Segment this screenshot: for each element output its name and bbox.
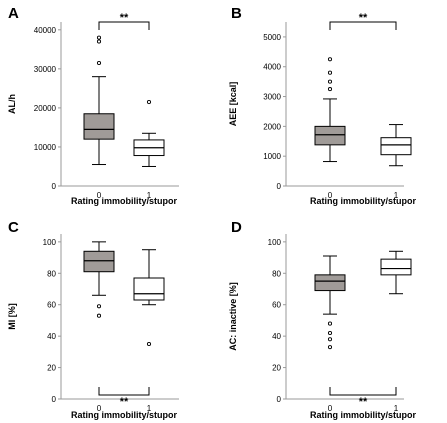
outlier-point bbox=[327, 57, 333, 62]
x-tick-label: 1 bbox=[394, 404, 399, 413]
significance-label: ** bbox=[359, 12, 368, 24]
outlier-point bbox=[96, 60, 102, 66]
y-axis-label: AL/h bbox=[7, 94, 17, 114]
box-group-1 bbox=[133, 99, 165, 167]
x-axis-label: Rating immobility/stupor bbox=[310, 196, 416, 206]
significance-label: ** bbox=[120, 396, 129, 408]
box-iqr bbox=[133, 277, 165, 301]
x-tick-label: 0 bbox=[97, 404, 102, 413]
y-tick-label: 0 bbox=[277, 182, 282, 191]
box-iqr bbox=[314, 125, 346, 146]
outlier-point bbox=[327, 321, 333, 326]
significance-label: ** bbox=[359, 396, 368, 408]
y-tick-label: 100 bbox=[268, 238, 282, 247]
significance-label: ** bbox=[120, 12, 129, 24]
panel-letter: B bbox=[231, 5, 242, 22]
x-axis-label: Rating immobility/stupor bbox=[310, 410, 416, 420]
panel-letter: D bbox=[231, 219, 242, 236]
y-tick-label: 80 bbox=[272, 269, 281, 278]
outlier-point bbox=[146, 99, 152, 105]
x-tick-label: 0 bbox=[328, 191, 333, 200]
significance-bracket bbox=[98, 21, 150, 30]
box-iqr bbox=[83, 113, 115, 140]
outlier-point bbox=[327, 70, 333, 75]
y-tick-label: 0 bbox=[277, 395, 282, 404]
y-tick-label: 2000 bbox=[263, 122, 281, 131]
y-tick-label: 3000 bbox=[263, 93, 281, 102]
box-group-0 bbox=[314, 57, 346, 163]
outlier-point bbox=[327, 337, 333, 342]
y-tick-label: 20 bbox=[47, 364, 56, 373]
y-tick-label: 30000 bbox=[34, 65, 57, 74]
y-tick-label: 40000 bbox=[34, 26, 57, 35]
y-tick-label: 0 bbox=[52, 395, 57, 404]
y-axis-label: AEE [kcal] bbox=[228, 82, 238, 127]
significance-bracket bbox=[329, 387, 397, 396]
y-tick-label: 80 bbox=[47, 269, 56, 278]
outlier-point bbox=[327, 330, 333, 336]
outlier-point bbox=[96, 39, 102, 44]
x-tick-label: 0 bbox=[328, 404, 333, 413]
outlier-point bbox=[96, 313, 102, 318]
significance-bracket bbox=[329, 21, 397, 30]
y-tick-label: 4000 bbox=[263, 63, 281, 72]
box-group-0 bbox=[83, 35, 115, 166]
y-tick-label: 60 bbox=[47, 301, 56, 310]
x-axis-label: Rating immobility/stupor bbox=[71, 410, 177, 420]
panel-letter: A bbox=[8, 5, 19, 22]
x-tick-label: 0 bbox=[97, 191, 102, 200]
y-tick-label: 20 bbox=[272, 364, 281, 373]
box-iqr bbox=[380, 258, 412, 276]
outlier-point bbox=[327, 79, 333, 84]
y-tick-label: 10000 bbox=[34, 143, 57, 152]
box-iqr bbox=[380, 137, 412, 156]
outlier-point bbox=[146, 341, 152, 347]
panel-b: B 0 1000 2000 3000 4000 5000 AEE [kcal] 0 1Rating… bbox=[228, 5, 416, 206]
box-group-0 bbox=[83, 241, 115, 318]
x-tick-label: 1 bbox=[147, 191, 152, 200]
box-iqr bbox=[314, 274, 346, 292]
x-tick-label: 1 bbox=[394, 191, 399, 200]
box-group-1 bbox=[133, 249, 165, 347]
panel-letter: C bbox=[8, 219, 19, 236]
box-iqr bbox=[83, 250, 115, 273]
outlier-point bbox=[96, 304, 102, 309]
significance-bracket bbox=[98, 387, 150, 396]
outlier-point bbox=[327, 345, 333, 350]
y-tick-label: 1000 bbox=[263, 152, 281, 161]
y-tick-label: 60 bbox=[272, 301, 281, 310]
y-tick-label: 0 bbox=[52, 182, 57, 191]
y-tick-label: 20000 bbox=[34, 104, 57, 113]
box-group-1 bbox=[380, 250, 412, 295]
y-tick-label: 5000 bbox=[263, 33, 281, 42]
y-tick-label: 40 bbox=[47, 332, 56, 341]
x-axis-label: Rating immobility/stupor bbox=[71, 196, 177, 206]
box-group-1 bbox=[380, 124, 412, 167]
y-tick-label: 100 bbox=[43, 238, 57, 247]
x-tick-label: 1 bbox=[147, 404, 152, 413]
y-tick-label: 40 bbox=[272, 332, 281, 341]
box-group-0 bbox=[314, 255, 346, 350]
y-axis-label: MI [%] bbox=[7, 303, 17, 330]
outlier-point bbox=[96, 35, 102, 40]
y-axis-label: AC: inactive [%] bbox=[228, 282, 238, 351]
outlier-point bbox=[327, 87, 333, 92]
